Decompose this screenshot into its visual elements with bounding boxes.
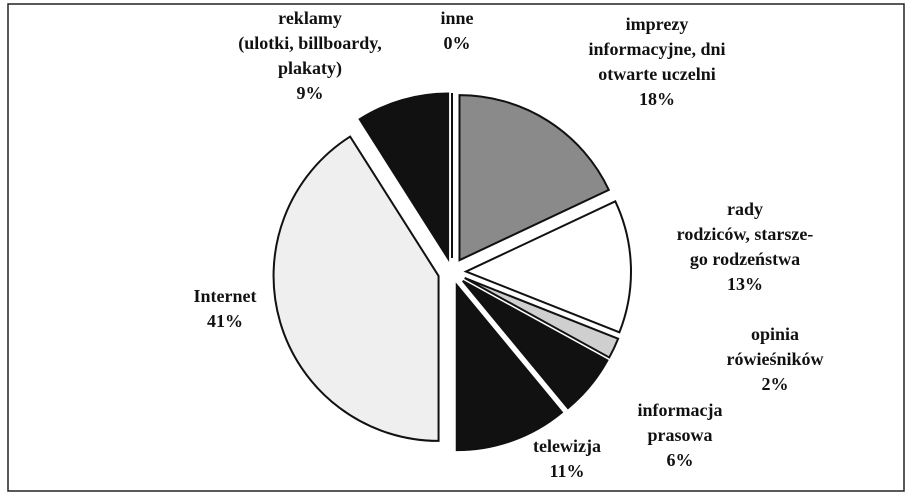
pie-slice (458, 94, 611, 262)
label-line: prasowa (647, 425, 712, 445)
value-label: 13% (727, 274, 763, 294)
label-line: reklamy (278, 8, 342, 28)
label-line: rówieśników (726, 349, 823, 369)
slice-label: reklamy (ulotki, billboardy, plakaty) (238, 8, 382, 79)
slice-label: rady rodziców, starsze-go rodzeństwa (677, 199, 814, 269)
label-line: opinia (751, 324, 799, 344)
label-line: imprezy (626, 14, 689, 34)
slice-label: opinia rówieśników (726, 324, 823, 369)
label-line: informacja (638, 400, 723, 420)
pie-slice (464, 277, 620, 359)
value-label: 9% (297, 83, 324, 103)
label-line: Internet (194, 286, 257, 306)
slice-label: informacja prasowa (638, 400, 723, 445)
value-label: 6% (667, 450, 694, 470)
pie-slice (462, 280, 609, 410)
slice-label: inne (440, 8, 473, 28)
value-label: 18% (639, 89, 675, 109)
pie-slice (272, 135, 440, 442)
label-line: plakaty) (278, 58, 342, 79)
slice-label: imprezy informacyjne, dni otwarte uczelni (589, 14, 726, 84)
value-label: 11% (549, 461, 584, 481)
label-line: go rodzeństwa (690, 249, 800, 269)
value-label: 0% (444, 33, 471, 53)
label-line: (ulotki, billboardy, (238, 33, 382, 54)
pie-slice (463, 199, 632, 334)
value-label: 2% (762, 374, 789, 394)
label-line: rodziców, starsze- (677, 224, 814, 244)
frame (7, 3, 905, 492)
label-line: rady (727, 199, 763, 219)
label-line: telewizja (533, 436, 601, 456)
pie-slice (358, 92, 450, 262)
value-label: 41% (207, 311, 243, 331)
pie-slice (455, 282, 564, 452)
label-line: otwarte uczelni (598, 64, 715, 84)
slice-label: telewizja (533, 436, 601, 456)
label-line: informacyjne, dni (589, 39, 726, 59)
slice-label: Internet (194, 286, 257, 306)
label-line: inne (440, 8, 473, 28)
